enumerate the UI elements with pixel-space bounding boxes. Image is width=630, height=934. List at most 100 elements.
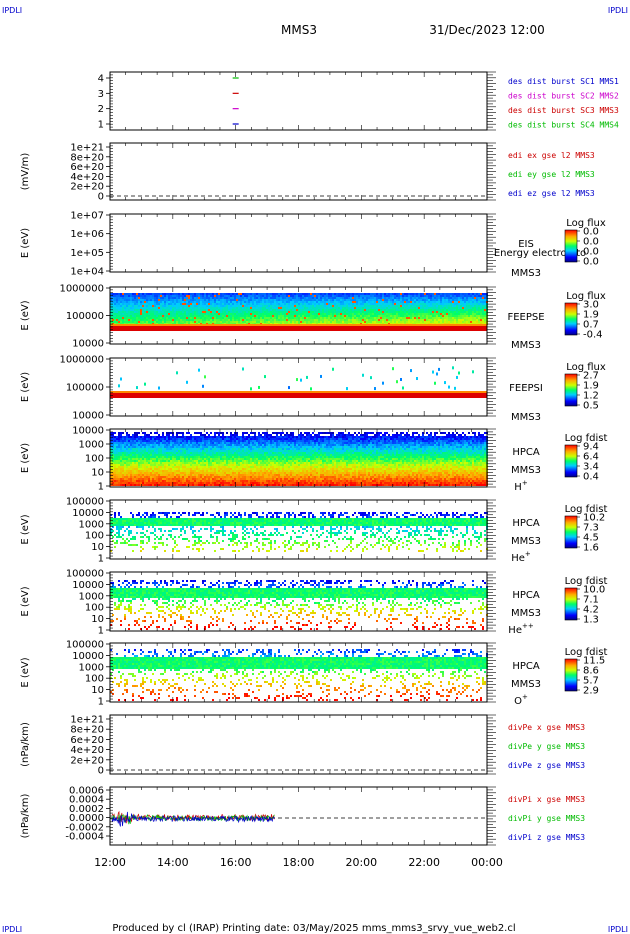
spectrogram-cell [124,458,126,460]
spectrogram-cell [178,317,180,319]
spectrogram-cell [398,299,400,301]
spectrogram-cell [204,470,206,472]
colorbar-tick-label: 1.9 [583,381,599,392]
spectrogram-cell [194,468,196,470]
spectrogram-cell [126,293,128,295]
spectrogram-cell [248,321,250,323]
spectrogram-cell [294,299,296,301]
spectrogram-cell [300,319,302,321]
colorbar-tick-label: 1.2 [583,391,599,402]
spectrogram-cell [144,293,146,295]
spectrogram-cell [452,295,454,297]
spectrogram-cell [158,450,160,452]
spectrogram-cell [166,482,168,484]
spectrogram-cell [194,319,196,321]
spectrogram-cell [202,301,204,303]
spectrogram-cell [330,305,332,307]
spectrogram-cell [140,307,142,309]
spectrogram-cell [154,452,156,454]
spectrogram-cell [176,436,178,438]
spectrogram-cell [440,319,442,321]
spectrogram-cell [332,313,334,315]
spectrogram-cell [176,480,178,482]
spectrogram-cell [178,470,180,472]
spectrogram-cell [120,464,122,466]
spectrogram-cell [434,293,436,295]
spectrogram-cell [338,293,340,295]
spectrogram-cell [398,313,400,315]
spectrogram-cell [434,305,436,307]
spectrogram-cell [368,305,370,307]
spectrogram-cell [152,454,154,456]
spectrogram-cell [482,303,484,305]
spectrogram-cell [278,317,280,319]
spectrogram-cell [138,456,140,458]
spectrogram-cell [266,293,268,295]
spectrogram-cell [314,317,316,319]
spectrogram-cell [338,313,340,315]
spacecraft-label: MMS3 [511,340,541,351]
spectrogram-cell [132,464,134,466]
spectrogram-cell [240,305,242,307]
spectrogram-cell [200,464,202,466]
spectrogram-cell [204,462,206,464]
spectrogram-cell [202,482,204,484]
spectrogram-cell [162,307,164,309]
panel-frame [109,213,488,273]
spectrogram-cell [196,468,198,470]
spectrogram-cell [134,468,136,470]
spectrogram-cell [130,452,132,454]
spectrogram-cell [126,432,128,434]
spectrogram-cell [396,317,398,319]
spectrogram-cell [470,303,472,305]
spectrogram-cell [204,434,206,436]
spectrogram-cell [122,321,124,323]
spectrogram-cell [258,297,260,299]
spectrogram-cell [180,462,182,464]
spectrogram-cell [114,464,116,466]
spectrogram-cell [230,295,232,297]
spectrogram-cell [202,454,204,456]
spectrogram-cell [110,305,112,307]
spectrogram-cell [156,474,158,476]
spectrogram-cell [364,307,366,309]
spectrogram-cell [164,480,166,482]
spectrogram-cell [454,297,456,299]
spectrogram-cell [144,448,146,450]
spectrogram-cell [196,319,198,321]
spectrogram-cell [468,299,470,301]
spectrogram-cell [238,319,240,321]
spectrogram-cell [350,305,352,307]
spectrogram-cell [144,446,146,448]
spectrogram-cell [160,295,162,297]
spectrogram-cell [202,468,204,470]
spectrogram-cell [188,482,190,484]
spectrogram-cell [120,293,122,295]
spectrogram-cell [190,438,192,440]
spectrogram-cell [130,293,132,295]
spectrogram-cell [212,440,214,442]
spectrogram-cell [110,484,112,486]
spectrogram-cell [330,301,332,303]
spectrogram-cell [360,309,362,311]
spectrogram-cell [392,367,394,371]
spectrogram-cell [210,466,212,468]
y-tick-label: 1e+06 [70,229,104,240]
spectrogram-cell [170,297,172,299]
spectrogram-cell [188,444,190,446]
spectrogram-cell [360,315,362,317]
spectrogram-cell [156,462,158,464]
spectrogram-cell [110,450,112,452]
spectrogram-cell [418,317,420,319]
spectrogram-cell [146,299,148,301]
spectrogram-cell [256,295,258,297]
spectrogram-cell [180,299,182,301]
spectrogram-cell [330,299,332,301]
spectrogram-cell [386,293,388,295]
spectrogram-cell [222,309,224,311]
spectrogram-cell [204,482,206,484]
spectrogram-cell [138,307,140,309]
spectrogram-band [110,324,487,326]
spectrogram-cell [246,309,248,311]
spectrogram-cell [258,311,260,313]
